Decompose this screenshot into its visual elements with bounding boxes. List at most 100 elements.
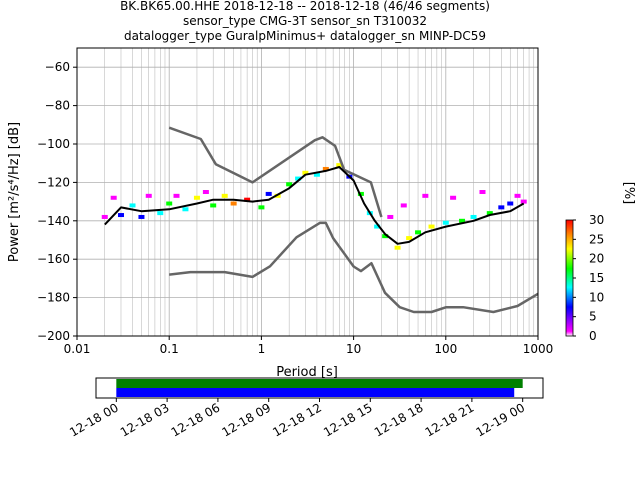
distribution-cell	[210, 203, 217, 208]
distribution-cell	[230, 201, 237, 206]
distribution-cell	[138, 214, 145, 219]
x-axis-ticks: 0.01 0.1 1 10 100 1000	[64, 336, 554, 356]
y-tick-label: −100	[37, 137, 70, 151]
distribution-cell	[422, 193, 429, 198]
title-line-3: datalogger_type GuralpMinimus+ datalogge…	[124, 29, 486, 43]
colorbar-tick-label: 5	[589, 310, 597, 324]
distribution-cell	[486, 211, 493, 216]
timeline-tick-label: 12-18 09	[219, 400, 273, 439]
colorbar-tick-label: 10	[589, 290, 604, 304]
title-line-2: sensor_type CMG-3T sensor_sn T310032	[183, 14, 427, 28]
y-tick-label: −80	[45, 99, 70, 113]
colorbar-tick-label: 20	[589, 252, 604, 266]
grid-lines	[76, 48, 538, 337]
distribution-cell	[145, 193, 152, 198]
x-tick-label: 0.01	[64, 342, 91, 356]
distribution-cell	[274, 193, 281, 198]
distribution-cell	[394, 245, 401, 250]
distribution-cell	[322, 166, 329, 171]
distribution-cell	[173, 193, 180, 198]
distribution-cell	[295, 176, 302, 181]
x-tick-label: 0.1	[160, 342, 179, 356]
plot-frame	[76, 47, 539, 337]
distribution-cell	[459, 218, 466, 223]
x-tick-label: 100	[434, 342, 457, 356]
coverage-bars	[116, 379, 523, 397]
colorbar-ticks: 0 5 10 15 20 25 30	[573, 213, 604, 343]
y-tick-label: −160	[37, 252, 70, 266]
colorbar: 0 5 10 15 20 25 30 [%]	[565, 182, 636, 343]
timeline-tick-label: 12-18 15	[321, 400, 375, 439]
curves	[104, 126, 539, 314]
distribution-cell	[110, 195, 117, 200]
x-tick-label: 10	[346, 342, 361, 356]
distribution-cell	[302, 170, 309, 175]
colorbar-tick-label: 30	[589, 213, 604, 227]
distribution-cell	[406, 236, 413, 241]
y-axis-label: Power [m²/s⁴/Hz] [dB]	[7, 122, 22, 262]
x-tick-label: 1	[258, 342, 266, 356]
probability-distribution	[101, 163, 527, 250]
distribution-cell	[313, 172, 320, 177]
ppsd-plot-area: 0.01 0.1 1 10 100 1000 −60 −80 −100 −120 −140 −160…	[7, 47, 554, 380]
timeline-tick-label: 12-18 03	[118, 400, 172, 439]
chart-title: BK.BK65.00.HHE 2018-12-18 -- 2018-12-18 …	[120, 0, 490, 43]
timeline-tick-label: 12-18 21	[423, 400, 477, 439]
distribution-cell	[129, 203, 136, 208]
distribution-cell	[101, 214, 108, 219]
distribution-cell	[470, 214, 477, 219]
colorbar-tick-label: 0	[589, 329, 597, 343]
timeline-tick-label: 12-18 12	[270, 400, 324, 439]
distribution-cell	[166, 201, 173, 206]
distribution-cell	[428, 224, 435, 229]
distribution-cell	[193, 195, 200, 200]
timeline-tick-label: 12-18 06	[169, 400, 223, 439]
timeline-tick-label: 12-18 00	[67, 400, 121, 439]
distribution-cell	[514, 193, 521, 198]
median-curve	[104, 166, 525, 245]
title-line-1: BK.BK65.00.HHE 2018-12-18 -- 2018-12-18 …	[120, 0, 490, 13]
distribution-cell	[400, 203, 407, 208]
distribution-cell	[520, 199, 527, 204]
distribution-cell	[117, 213, 124, 218]
x-axis-label: Period [s]	[276, 365, 338, 380]
distribution-cell	[258, 205, 265, 210]
timeline-tick-label: 12-19 00	[473, 400, 527, 439]
distribution-cell	[382, 234, 389, 239]
y-tick-label: −60	[45, 60, 70, 74]
distribution-cell	[387, 214, 394, 219]
nhnm-curve	[168, 126, 383, 218]
y-axis-ticks: −60 −80 −100 −120 −140 −160 −180 −200	[37, 60, 77, 343]
timeline-tick-label: 12-18 18	[372, 400, 426, 439]
psd-coverage-bar	[116, 388, 515, 397]
plot-background	[77, 48, 538, 336]
y-tick-label: −180	[37, 291, 70, 305]
colorbar-label: [%]	[621, 182, 636, 205]
colorbar-tick-label: 15	[589, 271, 604, 285]
distribution-cell	[498, 205, 505, 210]
y-tick-label: −140	[37, 214, 70, 228]
nlnm-curve	[169, 221, 539, 314]
x-tick-label: 1000	[523, 342, 554, 356]
distribution-cell	[286, 182, 293, 187]
distribution-cell	[479, 190, 486, 194]
distribution-cell	[442, 220, 449, 225]
distribution-cell	[244, 197, 251, 202]
y-tick-label: −120	[37, 175, 70, 189]
distribution-cell	[374, 224, 381, 229]
distribution-cell	[357, 191, 364, 196]
distribution-cell	[336, 163, 343, 168]
distribution-cell	[157, 211, 164, 216]
data-coverage-bar	[116, 379, 523, 388]
distribution-cell	[202, 190, 209, 194]
distribution-cell	[450, 195, 457, 200]
distribution-cell	[265, 191, 272, 196]
distribution-cell	[221, 193, 228, 198]
distribution-cell	[507, 201, 514, 206]
y-tick-label: −200	[37, 329, 70, 343]
colorbar-gradient	[565, 219, 574, 337]
distribution-cell	[182, 207, 189, 212]
